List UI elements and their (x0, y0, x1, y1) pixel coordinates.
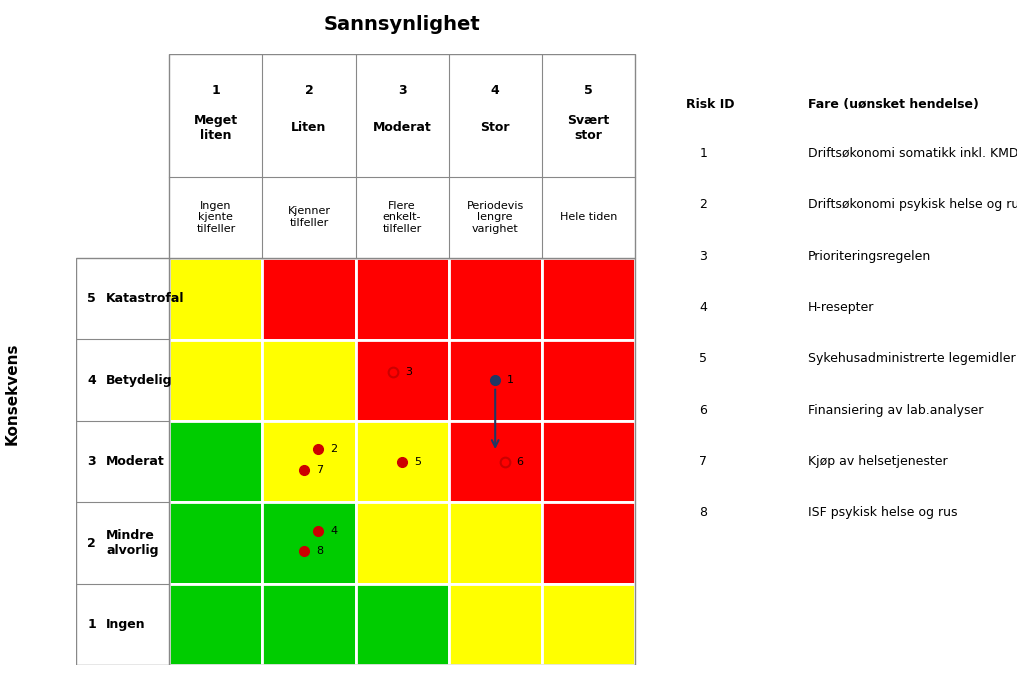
Text: Periodevis
lengre
varighet: Periodevis lengre varighet (467, 201, 524, 234)
Text: Katastrofal: Katastrofal (106, 292, 184, 306)
Text: Prioriteringsregelen: Prioriteringsregelen (809, 250, 932, 263)
Text: 3: 3 (87, 455, 96, 469)
Text: 5: 5 (414, 457, 421, 466)
Bar (542, 340, 635, 421)
Text: 4: 4 (700, 301, 707, 314)
Bar (76, 258, 170, 665)
Text: 3: 3 (700, 250, 707, 263)
Text: Stor: Stor (480, 121, 510, 134)
Text: H-resepter: H-resepter (809, 301, 875, 314)
Bar (262, 584, 356, 665)
Bar (170, 421, 262, 502)
Text: 1: 1 (87, 618, 97, 631)
Bar (170, 54, 635, 258)
Bar (356, 584, 448, 665)
Text: 5: 5 (87, 292, 97, 306)
Text: Moderat: Moderat (373, 121, 431, 134)
Bar (356, 340, 448, 421)
Bar (262, 421, 356, 502)
Bar (356, 258, 448, 340)
Text: Kjenner
tilfeller: Kjenner tilfeller (288, 206, 331, 228)
Bar (170, 258, 262, 340)
Bar (356, 502, 448, 584)
Text: Sannsynlighet: Sannsynlighet (323, 15, 480, 34)
Text: Sykehusadministrerte legemidler: Sykehusadministrerte legemidler (809, 352, 1016, 365)
Bar (542, 584, 635, 665)
Bar (448, 258, 542, 340)
Text: 3: 3 (405, 367, 412, 377)
Text: 2: 2 (87, 536, 97, 550)
Text: Liten: Liten (291, 121, 326, 134)
Bar (542, 421, 635, 502)
Text: 4: 4 (87, 373, 97, 387)
Bar (262, 502, 356, 584)
Text: Hele tiden: Hele tiden (559, 213, 617, 222)
Text: Svært
stor: Svært stor (567, 113, 609, 142)
Bar (170, 340, 262, 421)
Text: 6: 6 (517, 457, 524, 466)
Text: 8: 8 (700, 507, 707, 519)
Bar (542, 502, 635, 584)
Text: Ingen
kjente
tilfeller: Ingen kjente tilfeller (196, 201, 236, 234)
Text: Driftsøkonomi somatikk inkl. KMD: Driftsøkonomi somatikk inkl. KMD (809, 147, 1017, 160)
Text: 2: 2 (305, 84, 313, 98)
Bar (448, 584, 542, 665)
Text: 4: 4 (491, 84, 499, 98)
Bar (448, 502, 542, 584)
Text: Ingen: Ingen (106, 618, 145, 631)
Bar (262, 258, 356, 340)
Text: Flere
enkelt-
tilfeller: Flere enkelt- tilfeller (382, 201, 422, 234)
Text: Betydelig: Betydelig (106, 373, 173, 387)
Text: 1: 1 (700, 147, 707, 160)
Text: 7: 7 (700, 455, 707, 468)
Text: Finansiering av lab.analyser: Finansiering av lab.analyser (809, 403, 983, 417)
Text: Moderat: Moderat (106, 455, 165, 469)
Bar (542, 258, 635, 340)
Bar (448, 340, 542, 421)
Text: Kjøp av helsetjenester: Kjøp av helsetjenester (809, 455, 948, 468)
Text: Mindre
alvorlig: Mindre alvorlig (106, 529, 159, 557)
Bar (170, 502, 262, 584)
Text: 5: 5 (584, 84, 593, 98)
Text: 6: 6 (700, 403, 707, 417)
Text: 1: 1 (507, 375, 515, 385)
Text: 4: 4 (331, 526, 338, 536)
Text: ISF psykisk helse og rus: ISF psykisk helse og rus (809, 507, 958, 519)
Bar (448, 421, 542, 502)
Text: 2: 2 (700, 198, 707, 211)
Text: 1: 1 (212, 84, 221, 98)
Bar (262, 340, 356, 421)
Text: 7: 7 (316, 465, 323, 475)
Text: Meget
liten: Meget liten (194, 113, 238, 142)
Bar (170, 258, 635, 665)
Bar (170, 584, 262, 665)
Text: Risk ID: Risk ID (686, 98, 735, 111)
Text: Fare (uønsket hendelse): Fare (uønsket hendelse) (809, 98, 979, 111)
Text: 3: 3 (398, 84, 407, 98)
Text: 5: 5 (700, 352, 707, 365)
Text: Driftsøkonomi psykisk helse og rus: Driftsøkonomi psykisk helse og rus (809, 198, 1017, 211)
Text: Konsekvens: Konsekvens (5, 343, 19, 445)
Text: 8: 8 (316, 547, 323, 556)
Bar (356, 421, 448, 502)
Text: 2: 2 (331, 445, 338, 454)
